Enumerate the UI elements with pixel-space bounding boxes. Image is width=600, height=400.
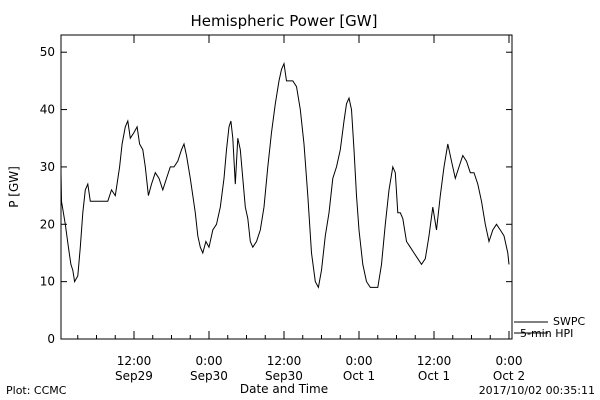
x-tick-label-time-3: 0:00 (346, 354, 373, 368)
y-axis-label: P [GW] (7, 166, 21, 208)
legend-hpi-label: 5-min HPI (520, 327, 573, 340)
series-line-0 (60, 61, 510, 289)
y-tick-label-2: 20 (40, 217, 55, 231)
y-tick-label-4: 40 (40, 103, 55, 117)
x-tick-label-date-1: Sep30 (190, 369, 228, 383)
series-layer (60, 61, 510, 289)
footer-timestamp: 2017/10/02 00:35:11 (479, 384, 595, 397)
chart-title: Hemispheric Power [GW] (191, 12, 378, 30)
x-tick-label-date-2: Sep30 (265, 369, 303, 383)
y-tick-label-3: 30 (40, 160, 55, 174)
legend: SWPC 5-min HPI (514, 315, 585, 340)
legend-swpc-label: SWPC (553, 315, 585, 328)
x-tick-label-time-4: 12:00 (417, 354, 452, 368)
y-tick-label-5: 50 (40, 45, 55, 59)
x-tick-label-date-0: Sep29 (115, 369, 153, 383)
x-tick-label-time-5: 0:00 (496, 354, 523, 368)
x-tick-label-time-2: 12:00 (267, 354, 302, 368)
x-tick-label-date-5: Oct 2 (493, 369, 525, 383)
x-axis-label: Date and Time (240, 382, 328, 396)
footer-plot-source: Plot: CCMC (6, 384, 67, 397)
y-axis: 0 10 20 30 40 50 (40, 45, 512, 346)
x-tick-label-time-1: 0:00 (196, 354, 223, 368)
y-tick-label-0: 0 (47, 332, 55, 346)
x-tick-label-date-3: Oct 1 (343, 369, 375, 383)
x-tick-label-time-0: 12:00 (117, 354, 152, 368)
y-tick-label-1: 10 (40, 275, 55, 289)
x-tick-label-date-4: Oct 1 (418, 369, 450, 383)
